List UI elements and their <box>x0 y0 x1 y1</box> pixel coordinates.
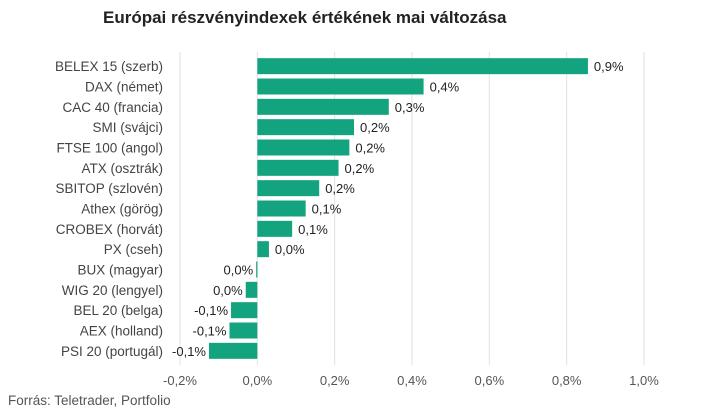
bar <box>257 58 588 75</box>
bar <box>245 281 258 298</box>
category-label: WIG 20 (lengyel) <box>62 283 163 298</box>
data-label: 0,1% <box>312 202 342 217</box>
bar <box>257 159 339 176</box>
data-label: 0,3% <box>395 100 425 115</box>
data-label: 0,2% <box>355 141 385 156</box>
category-label: BELEX 15 (szerb) <box>55 59 163 74</box>
data-label: -0,1% <box>172 344 206 359</box>
source-note: Forrás: Teletrader, Portfolio <box>8 393 171 408</box>
x-tick-label: 0,6% <box>475 373 505 388</box>
x-tick-label: 0,0% <box>243 373 273 388</box>
bar <box>257 119 354 136</box>
data-label: 0,0% <box>275 242 305 257</box>
category-label: SBITOP (szlovén) <box>55 181 163 196</box>
bar <box>257 241 269 258</box>
data-label: 0,2% <box>345 161 375 176</box>
category-label: CAC 40 (francia) <box>62 100 163 115</box>
data-label: 0,0% <box>213 283 243 298</box>
chart-title: Európai részvényindexek értékének mai vá… <box>103 8 507 27</box>
bar <box>257 220 293 237</box>
bar <box>257 180 320 197</box>
bar <box>256 261 258 278</box>
category-label: SMI (svájci) <box>93 120 164 135</box>
x-tick-label: 0,8% <box>552 373 582 388</box>
data-label: 0,2% <box>325 181 355 196</box>
category-label: CROBEX (horvát) <box>56 222 163 237</box>
category-label: AEX (holland) <box>80 324 163 339</box>
bar <box>257 78 424 95</box>
data-label: 0,4% <box>430 80 460 95</box>
category-label: DAX (német) <box>85 80 163 95</box>
category-label: FTSE 100 (angol) <box>56 141 163 156</box>
category-label: ATX (osztrák) <box>81 161 163 176</box>
bar <box>229 322 258 339</box>
bar <box>257 98 389 115</box>
data-label: -0,1% <box>194 303 228 318</box>
data-label: -0,1% <box>193 324 227 339</box>
bar <box>257 200 306 217</box>
x-tick-label: 1,0% <box>629 373 659 388</box>
data-label: 0,1% <box>298 222 328 237</box>
data-label: 0,2% <box>360 120 390 135</box>
bar <box>257 139 350 156</box>
data-label: 0,9% <box>594 59 624 74</box>
x-tick-label: 0,4% <box>397 373 427 388</box>
category-label: BEL 20 (belga) <box>73 303 163 318</box>
data-label: 0,0% <box>224 263 254 278</box>
category-label: PX (cseh) <box>104 242 163 257</box>
category-label: PSI 20 (portugál) <box>61 344 163 359</box>
category-label: BUX (magyar) <box>77 263 163 278</box>
x-tick-label: 0,2% <box>320 373 350 388</box>
bar <box>209 342 258 359</box>
bar <box>231 302 258 319</box>
category-label: Athex (görög) <box>81 202 163 217</box>
x-tick-label: -0,2% <box>163 373 197 388</box>
